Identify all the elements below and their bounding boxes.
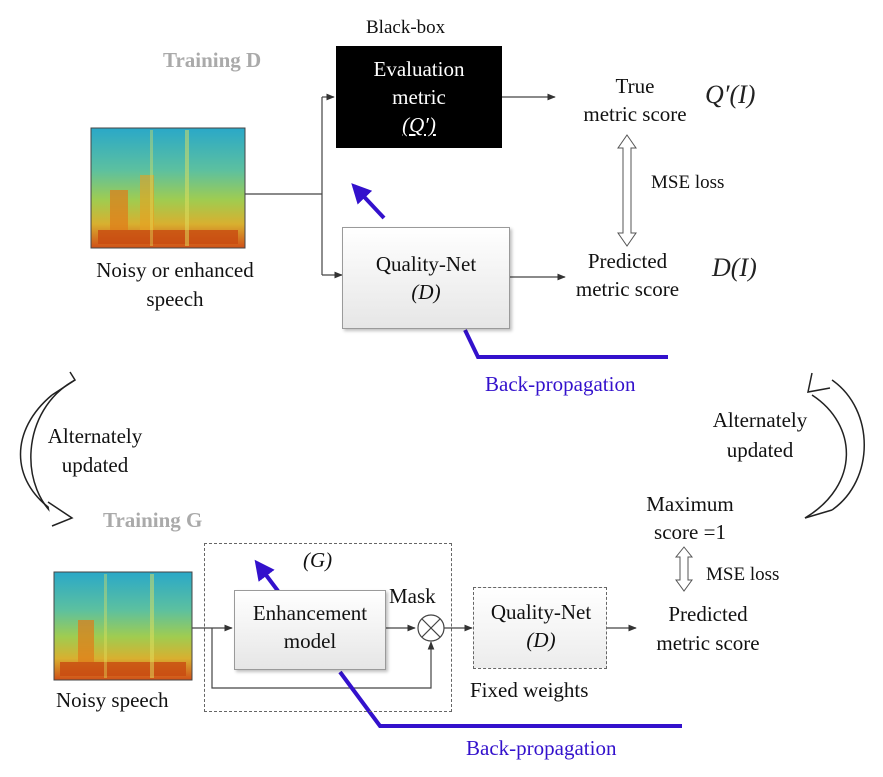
enhancement-model-box: Enhancement model	[234, 590, 386, 670]
input-top-line2: speech	[146, 287, 204, 311]
eval-metric-line1: Evaluation	[373, 57, 465, 81]
spectrogram-bottom	[53, 571, 193, 681]
eval-metric-line2: metric	[392, 85, 446, 109]
qnet-top-line1: Quality-Net	[375, 252, 477, 276]
qnet-bottom-line1: Quality-Net	[490, 600, 592, 624]
mse-double-arrow-bottom	[674, 546, 694, 592]
blackbox-label: Black-box	[366, 17, 446, 38]
pred-top-line2: metric score	[575, 277, 680, 301]
backprop-label-top: Back-propagation	[485, 372, 636, 396]
alt-right-line1: Alternately	[712, 408, 808, 432]
mask-label: Mask	[389, 584, 436, 608]
generator-container	[204, 543, 452, 712]
alternate-arrow-right	[804, 372, 865, 519]
alt-left-line2: updated	[61, 453, 129, 477]
alternate-arrow-left	[19, 371, 77, 527]
section-title-training-g: Training G	[103, 508, 203, 532]
pred-bottom-line2: metric score	[656, 631, 760, 655]
mse-loss-top: MSE loss	[651, 172, 725, 193]
alt-right-line2: updated	[726, 438, 794, 462]
quality-net-box-top: Quality-Net (D)	[342, 227, 510, 329]
backprop-arrow-bottom	[254, 559, 280, 593]
max-score-line1: Maximum	[646, 492, 734, 516]
true-score-line2: metric score	[583, 102, 687, 126]
skip-path	[211, 628, 435, 689]
spectrogram-top	[90, 127, 246, 249]
alt-left-line1: Alternately	[47, 424, 143, 448]
evaluation-metric-box: Evaluation metric (Q′)	[336, 46, 502, 148]
input-bottom-label: Noisy speech	[56, 688, 169, 712]
multiply-icon	[417, 614, 445, 642]
mse-double-arrow-top	[617, 134, 637, 247]
eval-metric-line3: (Q′)	[402, 113, 436, 137]
true-score-line1: True	[615, 74, 655, 98]
quality-net-box-bottom: Quality-Net (D)	[473, 587, 607, 669]
backprop-path-top	[463, 329, 668, 359]
predicted-math: D(I)	[712, 253, 757, 282]
fixed-weights-label: Fixed weights	[470, 678, 589, 702]
pred-bottom-line1: Predicted	[668, 602, 748, 626]
g-label: (G)	[303, 548, 333, 572]
pred-top-line1: Predicted	[587, 249, 668, 273]
qnet-bottom-line2: (D)	[526, 628, 556, 652]
backprop-path-bottom	[338, 670, 682, 728]
enh-line1: Enhancement	[252, 601, 368, 625]
max-score-line2: score =1	[654, 520, 726, 544]
section-title-training-d: Training D	[163, 48, 262, 72]
backprop-arrow-top	[351, 183, 386, 220]
input-top-line1: Noisy or enhanced	[96, 258, 254, 282]
mse-loss-bottom: MSE loss	[706, 564, 780, 585]
backprop-label-bottom: Back-propagation	[466, 736, 617, 760]
enh-line2: model	[283, 629, 337, 653]
qnet-top-line2: (D)	[411, 280, 441, 304]
true-score-math: Q′(I)	[705, 80, 756, 109]
